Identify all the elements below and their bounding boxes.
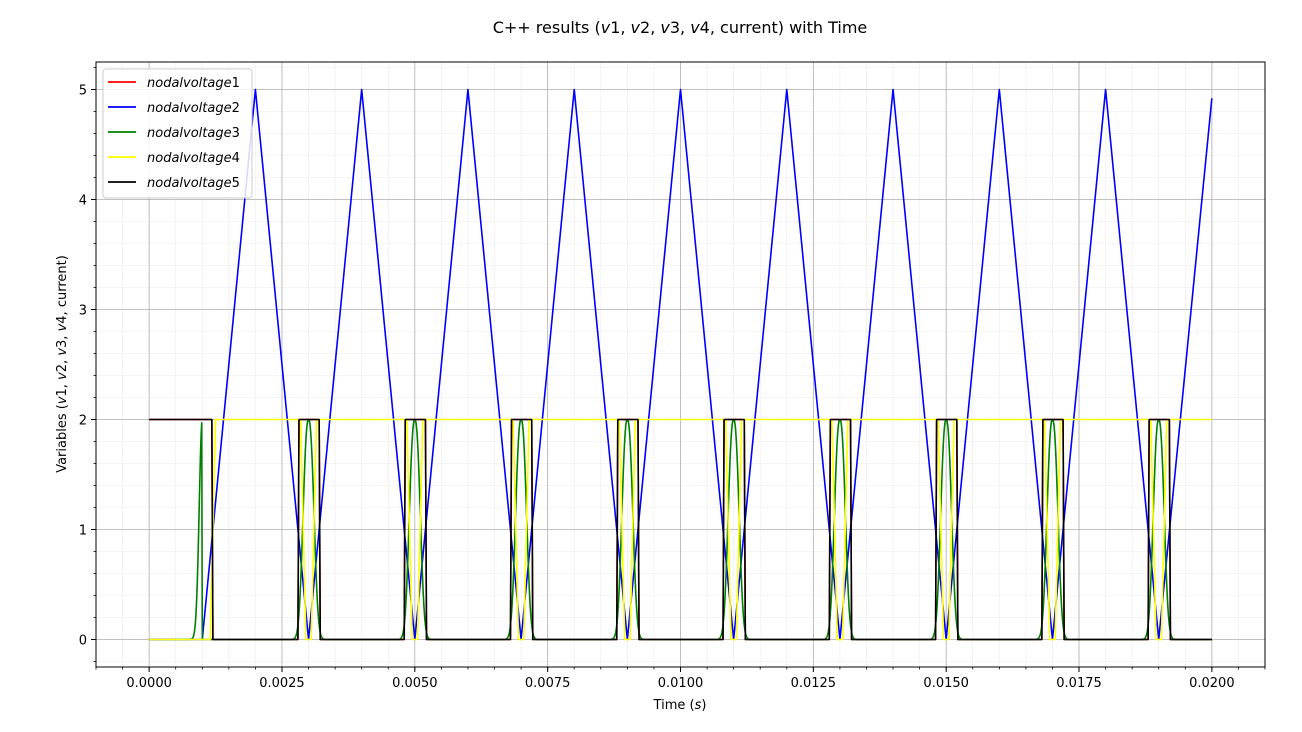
legend-label: nodalvoltage3 xyxy=(147,126,240,141)
y-tick-label: 0 xyxy=(79,634,87,649)
y-axis-title: Variables (v1, v2, v3, v4, current) xyxy=(55,255,70,473)
legend-label: nodalvoltage1 xyxy=(147,76,240,91)
legend-label: nodalvoltage5 xyxy=(147,176,240,191)
x-tick-label: 0.0050 xyxy=(392,676,438,691)
legend-box xyxy=(102,68,253,199)
y-tick-label: 5 xyxy=(79,84,87,99)
y-axis: 0 1 2 3 4 5 xyxy=(79,67,96,662)
x-tick-label: 0.0100 xyxy=(658,676,704,691)
y-tick-label: 4 xyxy=(79,194,87,209)
x-tick-label: 0.0150 xyxy=(923,676,969,691)
x-tick-label: 0.0075 xyxy=(525,676,571,691)
series-line-nodalvoltage5 xyxy=(149,418,1212,641)
legend: nodalvoltage1 nodalvoltage2 nodalvoltage3 n… xyxy=(102,68,253,199)
plot-area: 0.0000 0.0025 0.0050 0.0075 0.0100 0.0125 0.01… xyxy=(79,61,1266,691)
legend-label: nodalvoltage2 xyxy=(147,101,240,116)
x-tick-label: 0.0125 xyxy=(791,676,837,691)
y-tick-label: 1 xyxy=(79,524,87,539)
x-tick-label: 0.0025 xyxy=(259,676,305,691)
x-tick-label: 0.0175 xyxy=(1056,676,1102,691)
series-line-nodalvoltage2 xyxy=(149,88,1213,641)
x-tick-label: 0.0200 xyxy=(1189,676,1235,691)
legend-label: nodalvoltage4 xyxy=(147,151,240,166)
series-layer xyxy=(148,88,1213,641)
series-line-nodalvoltage4 xyxy=(149,418,1212,641)
x-axis-title: Time (s) xyxy=(653,698,707,713)
y-tick-label: 2 xyxy=(79,414,87,429)
y-tick-label: 3 xyxy=(79,304,87,319)
x-tick-label: 0.0000 xyxy=(126,676,172,691)
x-axis: 0.0000 0.0025 0.0050 0.0075 0.0100 0.0125 0.01… xyxy=(95,667,1266,691)
chart-title: C++ results (v1, v2, v3, v4, current) wi… xyxy=(493,18,868,37)
